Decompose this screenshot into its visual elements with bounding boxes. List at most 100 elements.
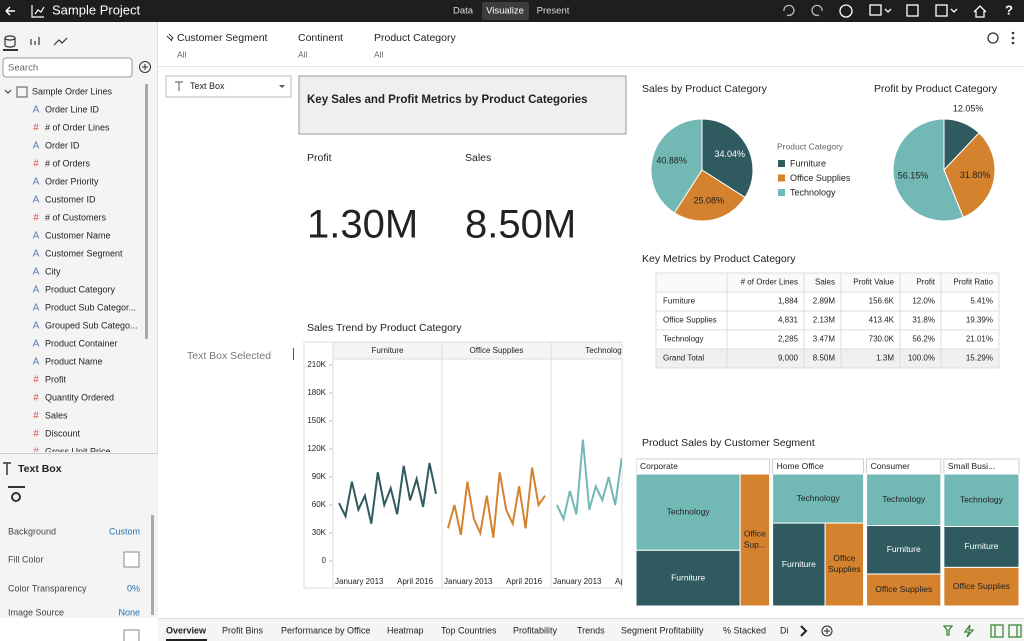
- x-tick-label: January 2013: [553, 577, 602, 586]
- field-label[interactable]: Grouped Sub Catego...: [45, 320, 138, 330]
- field-label[interactable]: Product Name: [45, 356, 103, 366]
- field-label[interactable]: # of Customers: [45, 212, 107, 222]
- property-value[interactable]: None: [118, 607, 140, 617]
- field-label[interactable]: # of Orders: [45, 158, 91, 168]
- back-icon[interactable]: [5, 6, 15, 16]
- field-label[interactable]: Quantity Ordered: [45, 392, 114, 402]
- heading-box[interactable]: [298, 75, 627, 135]
- field-icon: A: [33, 321, 40, 332]
- field-label[interactable]: # of Order Lines: [45, 122, 110, 132]
- add-icon[interactable]: [139, 61, 151, 73]
- sheet-tab[interactable]: Overview: [166, 625, 207, 635]
- field-label[interactable]: Discount: [45, 428, 81, 438]
- toolbar-icons[interactable]: [783, 4, 987, 18]
- table-cell: 100.0%: [908, 354, 935, 363]
- sheet-tab[interactable]: Heatmap: [387, 625, 424, 635]
- sheet-tab[interactable]: Top Countries: [441, 625, 497, 635]
- filter-value: All: [177, 49, 187, 59]
- pin-icon: [166, 33, 174, 42]
- sidebar-icons[interactable]: [4, 35, 68, 48]
- field-icon: #: [33, 123, 39, 134]
- add-tab[interactable]: [821, 625, 833, 637]
- field-label[interactable]: Order Line ID: [45, 104, 100, 114]
- filter-label[interactable]: Continent: [298, 32, 343, 44]
- treemap-label: Office Supplies: [828, 553, 861, 574]
- y-tick-label: 150K: [307, 416, 326, 425]
- search-box[interactable]: [2, 57, 133, 78]
- y-tick-label: 60K: [312, 500, 327, 509]
- properties-scrollbar[interactable]: [151, 515, 154, 615]
- table-cell: 56.2%: [912, 335, 935, 344]
- mode-tab[interactable]: Data: [453, 6, 474, 17]
- bottom-icons[interactable]: [942, 624, 1022, 638]
- table-cell: Furniture: [663, 297, 696, 306]
- series-line: [447, 467, 546, 538]
- tabs-next[interactable]: [800, 625, 808, 637]
- x-tick-label: January 2013: [444, 577, 493, 586]
- more-icon[interactable]: [1011, 31, 1015, 45]
- table-cell: 413.4K: [869, 316, 895, 325]
- field-label[interactable]: Order Priority: [45, 176, 99, 186]
- sidebar: [0, 22, 158, 453]
- expand-icon[interactable]: [4, 89, 12, 94]
- property-value[interactable]: Custom: [109, 526, 140, 536]
- settings-icon[interactable]: [11, 492, 21, 502]
- field-label[interactable]: Product Sub Categor...: [45, 302, 136, 312]
- chart-title: Sales Trend by Product Category: [307, 322, 462, 334]
- border-color-swatch[interactable]: [123, 629, 140, 641]
- sheet-tab[interactable]: Profitability: [513, 625, 558, 635]
- fill-color-swatch[interactable]: [123, 551, 140, 568]
- sheet-tab[interactable]: Segment Profitability: [621, 625, 704, 635]
- filter-label[interactable]: Customer Segment: [177, 32, 268, 44]
- table-cell: 156.6K: [869, 297, 895, 306]
- field-label[interactable]: Product Container: [45, 338, 118, 348]
- help-icon[interactable]: ?: [1005, 2, 1013, 17]
- mode-tab[interactable]: Visualize: [486, 6, 524, 17]
- heading: Key Sales and Profit Metrics by Product …: [307, 94, 588, 106]
- pie-slice: [892, 118, 964, 222]
- table-cell: 21.01%: [966, 335, 993, 344]
- series-line: [556, 439, 622, 523]
- field-icon: A: [33, 285, 40, 296]
- project-icon: [31, 5, 45, 18]
- panel-title: Technology: [585, 346, 625, 355]
- field-label[interactable]: Profit: [45, 374, 67, 384]
- field-icon: A: [33, 303, 40, 314]
- field-label[interactable]: Customer Segment: [45, 248, 123, 258]
- field-label[interactable]: Product Category: [45, 284, 116, 294]
- filter-label[interactable]: Product Category: [374, 32, 456, 44]
- add-tab-plus: [824, 628, 830, 634]
- dropdown[interactable]: [165, 75, 292, 98]
- x-tick-label: January 2013: [335, 577, 384, 586]
- field-label[interactable]: Customer Name: [45, 230, 111, 240]
- pie-label: 56.15%: [898, 170, 929, 180]
- legend-title: Product Category: [777, 141, 844, 151]
- table-cell: 31.8%: [912, 316, 935, 325]
- sheet-tab[interactable]: Profit Bins: [222, 625, 264, 635]
- sidebar-scrollbar[interactable]: [145, 84, 148, 339]
- field-label[interactable]: Customer ID: [45, 194, 96, 204]
- property-label: Background: [8, 526, 56, 536]
- property-label: Border Color: [8, 631, 59, 641]
- field-icon: A: [33, 195, 40, 206]
- legend-swatch: [778, 189, 785, 196]
- globe-icon[interactable]: [987, 32, 999, 44]
- sheet-tab[interactable]: Performance by Office: [281, 625, 370, 635]
- table-cell: 8.50M: [813, 354, 836, 363]
- dropdown-arrow: [279, 85, 285, 88]
- field-label[interactable]: Gross Unit Price: [45, 446, 111, 456]
- field-label[interactable]: Sales: [45, 410, 68, 420]
- sheet-tab[interactable]: % Stacked: [723, 625, 766, 635]
- pie-label: 34.04%: [714, 149, 745, 159]
- pie-slice: [673, 169, 746, 222]
- property-value[interactable]: 0%: [127, 583, 140, 593]
- chart-title: Profit by Product Category: [874, 83, 998, 95]
- field-label[interactable]: Order ID: [45, 140, 80, 150]
- sheet-tab[interactable]: Di: [780, 625, 789, 635]
- field-icon: A: [33, 249, 40, 260]
- treemap-group-name: Home Office: [777, 461, 824, 471]
- sheet-tab[interactable]: Trends: [577, 625, 605, 635]
- mode-tab[interactable]: Present: [537, 6, 570, 17]
- field-label[interactable]: City: [45, 266, 61, 276]
